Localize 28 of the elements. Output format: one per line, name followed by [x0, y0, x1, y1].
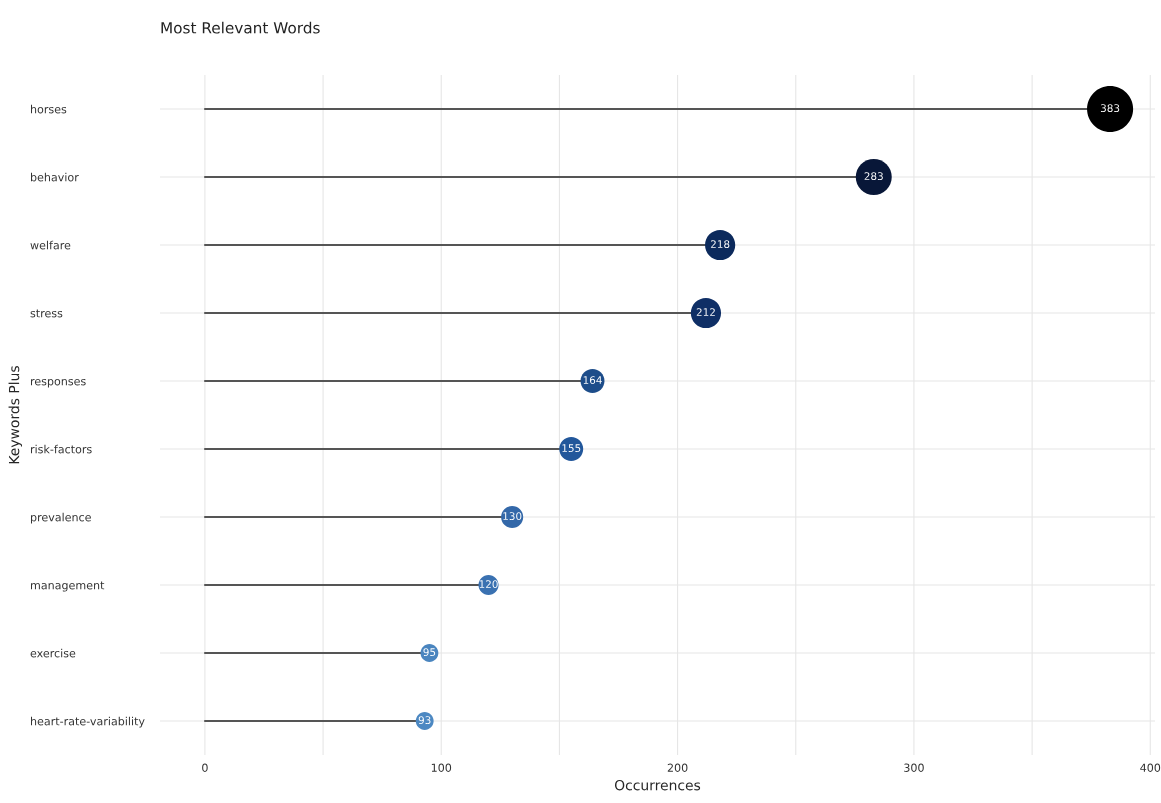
y-tick-label: horses	[31, 104, 67, 114]
chart-title: Most Relevant Words	[161, 21, 320, 34]
data-label: 120	[479, 580, 498, 589]
data-label: 383	[1100, 104, 1120, 113]
data-label: 283	[864, 172, 883, 181]
y-tick-label: exercise	[30, 648, 76, 658]
y-tick-label: management	[31, 581, 105, 592]
data-label: 212	[696, 308, 715, 316]
y-tick-label: heart-rate-variability	[31, 716, 145, 728]
x-tick-label: 300	[904, 763, 924, 772]
data-label: 218	[710, 240, 730, 249]
data-label: 93	[418, 716, 431, 725]
y-tick-label: responses	[31, 379, 86, 388]
y-tick-label: welfare	[30, 240, 71, 250]
y-axis-title: Keywords Plus	[8, 366, 22, 464]
x-tick-label: 200	[667, 763, 688, 772]
y-tick-label: prevalence	[31, 512, 91, 524]
data-label: 164	[583, 376, 602, 385]
y-tick-label: stress	[30, 309, 63, 318]
x-tick-label: 400	[1140, 763, 1161, 772]
x-tick-label: 100	[431, 763, 452, 772]
x-axis-title: Occurrences	[614, 779, 701, 791]
y-tick-label: risk-factors	[31, 444, 92, 454]
x-tick-label: 0	[202, 763, 208, 772]
data-label: 130	[503, 512, 522, 521]
y-tick-label: behavior	[31, 172, 79, 182]
data-label: 95	[423, 648, 436, 657]
data-label: 155	[562, 444, 581, 453]
